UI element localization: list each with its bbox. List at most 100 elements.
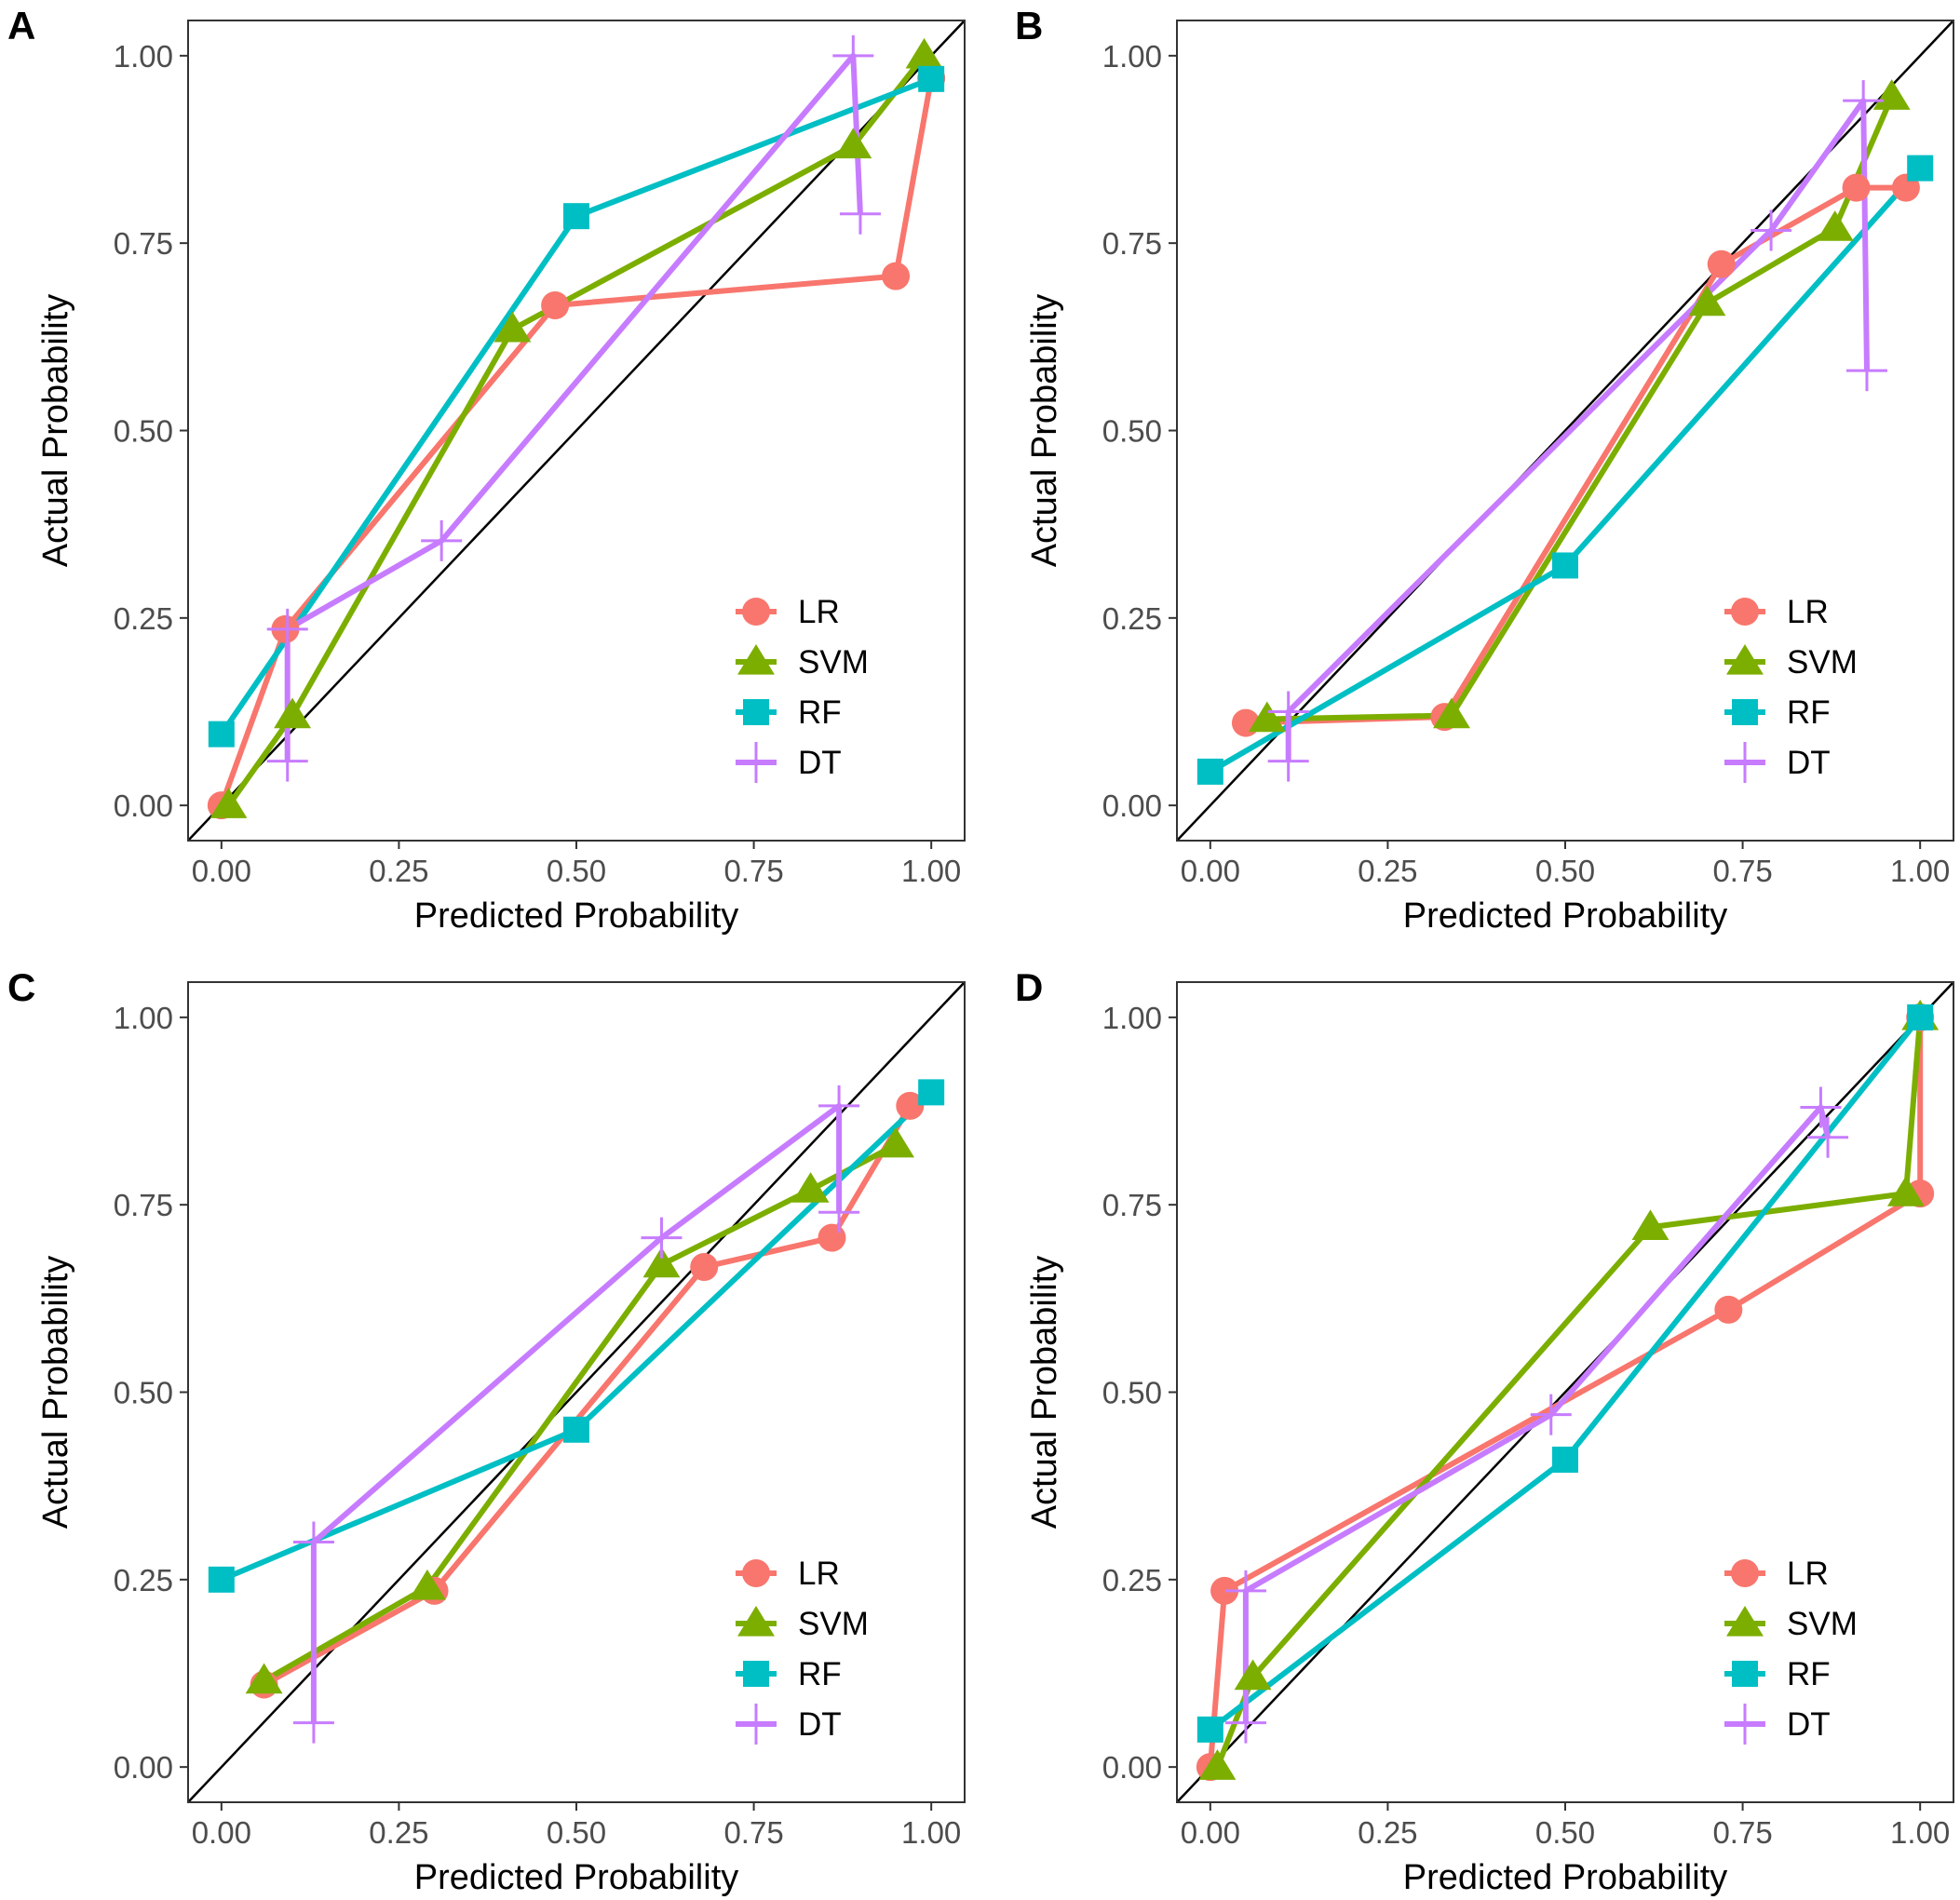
y-tick-label-d-0: 0.00: [1102, 1750, 1162, 1785]
x-tick-label-c-1: 0.25: [369, 1815, 428, 1850]
panel-label-a: A: [7, 4, 35, 47]
point-dt-b-3: [1843, 80, 1885, 122]
panel-b: B 0.00 0.25 0.50 0.75 1.00 0.00 0.25 0.50 0.75 1.0…: [1015, 4, 1954, 936]
point-rf-d-2: [1907, 1004, 1934, 1031]
legend-label-rf-b: RF: [1787, 694, 1831, 731]
legend-key-marker-lr-a: [742, 598, 770, 626]
x-tick-label-c-2: 0.50: [547, 1815, 606, 1850]
y-tick-label-a-2: 0.50: [114, 414, 173, 449]
legend-label-rf-c: RF: [798, 1656, 842, 1692]
x-tick-label-d-0: 0.00: [1181, 1815, 1240, 1850]
legend-label-rf-d: RF: [1787, 1656, 1831, 1692]
point-dt-b-0: [1267, 740, 1309, 782]
series-line-rf-c: [220, 1090, 934, 1583]
point-rf-a-1: [563, 203, 589, 230]
point-rf-a-0: [208, 721, 235, 748]
y-tick-label-c-2: 0.50: [114, 1376, 173, 1410]
legend-key-marker-rf-a: [743, 699, 769, 725]
y-tick-label-d-1: 0.25: [1102, 1563, 1162, 1597]
point-rf-c-0: [208, 1566, 235, 1593]
reference-line-d: [1177, 982, 1953, 1802]
panel-label-b: B: [1015, 4, 1043, 47]
y-tick-label-a-3: 0.75: [114, 226, 173, 261]
point-dt-c-1: [292, 1521, 334, 1563]
x-tick-label-d-4: 1.00: [1890, 1815, 1950, 1850]
point-svm-b-3: [1816, 210, 1854, 241]
point-dt-d-2: [1530, 1394, 1572, 1435]
series-line-dt-b: [1285, 98, 1870, 761]
point-svm-a-0: [210, 788, 248, 818]
legend-c: LR SVM RF DT: [736, 1556, 869, 1745]
point-svm-c-1: [408, 1569, 446, 1600]
point-svm-b-4: [1872, 79, 1911, 110]
legend-key-marker-lr-d: [1731, 1559, 1759, 1587]
y-tick-label-c-4: 1.00: [114, 1001, 173, 1035]
panel-label-d: D: [1015, 965, 1043, 1009]
legend-key-marker-svm-b: [1726, 644, 1764, 675]
point-lr-b-3: [1842, 173, 1871, 202]
x-tick-label-a-4: 1.00: [901, 854, 961, 888]
x-tick-label-c-0: 0.00: [192, 1815, 251, 1850]
x-tick-label-b-3: 0.75: [1712, 854, 1772, 888]
point-lr-c-4: [896, 1091, 925, 1120]
x-axis-title-a: Predicted Probability: [414, 896, 739, 936]
y-axis-title-d: Actual Probability: [1025, 1256, 1064, 1529]
point-lr-c-2: [690, 1253, 719, 1282]
point-lr-a-3: [882, 262, 911, 290]
point-rf-b-1: [1552, 552, 1578, 579]
reference-line-b: [1177, 20, 1953, 841]
legend-label-svm-a: SVM: [798, 644, 869, 680]
y-tick-label-b-1: 0.25: [1102, 601, 1162, 636]
x-tick-label-b-2: 0.50: [1535, 854, 1595, 888]
x-axis-title-b: Predicted Probability: [1403, 896, 1728, 936]
x-tick-label-a-1: 0.25: [369, 854, 428, 888]
y-tick-label-c-0: 0.00: [114, 1750, 173, 1785]
x-tick-label-d-1: 0.25: [1358, 1815, 1417, 1850]
series-line-rf-a: [219, 76, 933, 736]
series-line-dt-a: [284, 52, 863, 761]
y-tick-label-d-4: 1.00: [1102, 1001, 1162, 1035]
panel-label-c: C: [7, 965, 35, 1009]
legend-key-marker-rf-b: [1732, 699, 1758, 725]
legend-label-dt-d: DT: [1787, 1706, 1831, 1743]
point-svm-d-1: [1234, 1659, 1272, 1691]
point-svm-c-3: [791, 1172, 830, 1203]
point-svm-b-0: [1248, 701, 1286, 733]
point-svm-a-4: [905, 37, 943, 69]
point-svm-c-2: [642, 1246, 681, 1278]
point-dt-a-0: [266, 740, 308, 782]
point-svm-b-1: [1433, 697, 1470, 729]
legend-key-marker-svm-a: [737, 644, 775, 675]
point-svm-c-0: [245, 1663, 283, 1694]
y-axis-title-c: Actual Probability: [36, 1256, 75, 1529]
point-dt-a-3: [832, 34, 874, 76]
legend-label-svm-b: SVM: [1787, 644, 1858, 680]
point-svm-a-2: [493, 311, 532, 343]
x-tick-label-c-4: 1.00: [901, 1815, 961, 1850]
point-dt-d-1: [1224, 1570, 1266, 1611]
legend-label-lr-b: LR: [1787, 594, 1829, 630]
point-svm-d-3: [1886, 1176, 1925, 1206]
point-dt-c-3: [818, 1085, 860, 1126]
x-tick-label-b-4: 1.00: [1890, 854, 1950, 888]
legend-key-marker-rf-d: [1732, 1661, 1758, 1687]
point-dt-b-1: [1267, 691, 1309, 733]
x-tick-label-b-1: 0.25: [1358, 854, 1417, 888]
legend-label-lr-c: LR: [798, 1556, 840, 1592]
x-tick-label-d-2: 0.50: [1535, 1815, 1595, 1850]
point-svm-c-4: [877, 1126, 915, 1158]
legend-label-dt-a: DT: [798, 745, 842, 781]
point-svm-d-2: [1631, 1209, 1669, 1241]
legend-key-marker-svm-c: [737, 1606, 775, 1637]
y-tick-label-b-2: 0.50: [1102, 414, 1162, 449]
legend-key-marker-dt-c: [736, 1704, 777, 1745]
y-tick-label-c-1: 0.25: [114, 1563, 173, 1597]
panel-a: A 0.00 0.25 0.50 0.75 1.00 0.00 0.25 0.50 0.75 1.0…: [7, 4, 966, 936]
point-rf-c-2: [918, 1079, 945, 1106]
legend-b: LR SVM RF DT: [1724, 594, 1858, 783]
y-tick-label-d-3: 0.75: [1102, 1188, 1162, 1222]
point-svm-a-1: [274, 697, 312, 729]
legend-label-rf-a: RF: [798, 694, 842, 731]
legend-label-lr-a: LR: [798, 594, 840, 630]
